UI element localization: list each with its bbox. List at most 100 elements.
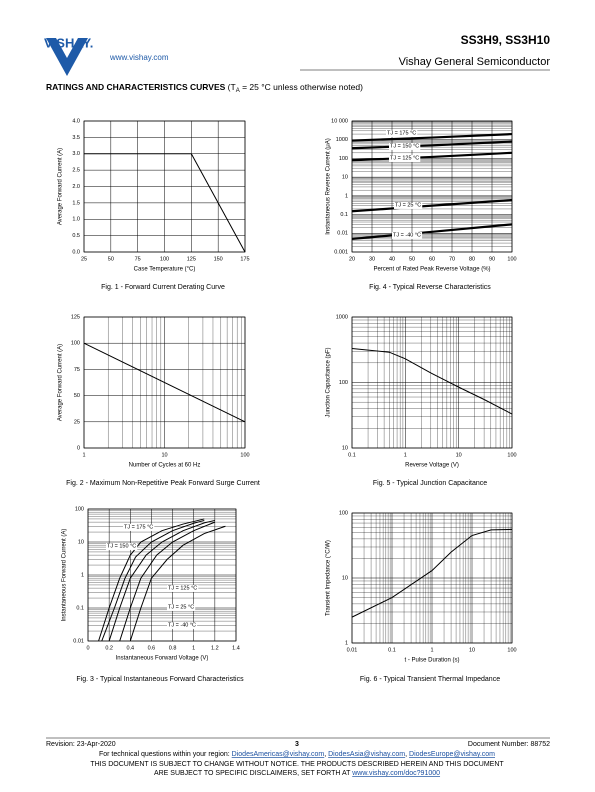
x-tick-label: 0.1 bbox=[348, 452, 356, 458]
x-axis-title: Instantaneous Forward Voltage (V) bbox=[116, 656, 209, 662]
x-tick-label: 50 bbox=[108, 256, 114, 262]
y-tick-label: 125 bbox=[71, 314, 80, 320]
series-label: TJ = 150 °C bbox=[390, 143, 419, 149]
caption: Fig. 6 - Typical Transient Thermal Imped… bbox=[360, 676, 500, 683]
series-label: TJ = -40 °C bbox=[168, 622, 196, 628]
email[interactable]: DiodesAmericas@vishay.com bbox=[232, 751, 325, 758]
x-tick-label: 0 bbox=[86, 645, 89, 651]
disclaimer: ARE SUBJECT TO SPECIFIC DISCLAIMERS, SET… bbox=[154, 770, 440, 777]
y-tick-label: 10 bbox=[342, 445, 348, 451]
note-sub: A bbox=[236, 88, 240, 94]
y-tick-label: 100 bbox=[75, 506, 84, 512]
series-label: TJ = 175 °C bbox=[387, 130, 416, 136]
plot-frame bbox=[87, 508, 237, 642]
curve bbox=[351, 140, 513, 150]
doc-number: Document Number: 88752 bbox=[468, 741, 550, 748]
y-tick-label: 100 bbox=[339, 510, 348, 516]
y-tick-label: 100 bbox=[339, 156, 348, 162]
series-label: TJ = 175 °C bbox=[124, 524, 153, 530]
x-tick-label: 10 bbox=[469, 647, 475, 653]
note: = 25 °C unless otherwise noted) bbox=[240, 82, 363, 92]
x-tick-label: 30 bbox=[369, 256, 375, 262]
y-tick-label: 0.01 bbox=[337, 231, 348, 237]
x-tick-label: 100 bbox=[240, 452, 249, 458]
y-tick-label: 1.0 bbox=[72, 217, 80, 223]
label-bg bbox=[167, 584, 199, 592]
label-bg bbox=[167, 621, 198, 629]
curve bbox=[351, 528, 513, 618]
x-tick-label: 100 bbox=[507, 452, 516, 458]
x-tick-label: 75 bbox=[135, 256, 141, 262]
x-tick-label: 25 bbox=[81, 256, 87, 262]
logo: VISHAY. bbox=[44, 35, 93, 50]
x-tick-label: 100 bbox=[507, 256, 516, 262]
y-axis-title: Transient Impedance (°C/W) bbox=[326, 540, 332, 616]
label-bg bbox=[386, 129, 418, 137]
y-tick-label: 0.0 bbox=[72, 249, 80, 255]
y-tick-label: 10 bbox=[342, 575, 348, 581]
caption: Fig. 4 - Typical Reverse Characteristics bbox=[369, 284, 491, 291]
email[interactable]: DiodesAsia@vishay.com bbox=[328, 751, 405, 758]
part-number: SS3H9, SS3H10 bbox=[461, 33, 551, 47]
y-tick-label: 100 bbox=[339, 380, 348, 386]
x-tick-label: 60 bbox=[429, 256, 435, 262]
y-axis-title: Instantaneous Forward Current (A) bbox=[62, 529, 68, 622]
x-tick-label: 175 bbox=[240, 256, 249, 262]
y-tick-label: 2.5 bbox=[72, 168, 80, 174]
y-tick-label: 4.0 bbox=[72, 118, 80, 124]
curve bbox=[101, 519, 205, 642]
x-tick-label: 125 bbox=[187, 256, 196, 262]
curve bbox=[351, 151, 513, 162]
y-tick-label: 100 bbox=[71, 341, 80, 347]
x-tick-label: 50 bbox=[409, 256, 415, 262]
caption: Fig. 3 - Typical Instantaneous Forward C… bbox=[76, 676, 244, 683]
label-bg bbox=[389, 142, 421, 150]
curve bbox=[83, 342, 246, 423]
y-tick-label: 10 bbox=[78, 539, 84, 545]
x-tick-label: 1.4 bbox=[232, 645, 240, 651]
x-axis-title: Case Temperature (°C) bbox=[134, 267, 196, 273]
x-tick-label: 40 bbox=[389, 256, 395, 262]
curve bbox=[351, 132, 513, 142]
y-tick-label: 2.0 bbox=[72, 184, 80, 190]
y-tick-label: 1 bbox=[345, 193, 348, 199]
label-bg bbox=[389, 154, 421, 162]
series-label: TJ = -40 °C bbox=[393, 232, 421, 238]
y-axis-title: Average Forward Current (A) bbox=[58, 148, 64, 225]
x-tick-label: 100 bbox=[507, 647, 516, 653]
x-tick-label: 70 bbox=[449, 256, 455, 262]
series-label: TJ = 25 °C bbox=[168, 604, 194, 610]
plot-frame bbox=[351, 120, 513, 253]
x-tick-label: 0.4 bbox=[126, 645, 134, 651]
series-label: TJ = 25 °C bbox=[395, 202, 421, 208]
logo-mark bbox=[56, 38, 78, 58]
x-tick-label: 10 bbox=[161, 452, 167, 458]
y-tick-label: 10 bbox=[342, 175, 348, 181]
label-bg bbox=[167, 603, 196, 611]
y-tick-label: 0.5 bbox=[72, 233, 80, 239]
page-number: 3 bbox=[295, 741, 299, 748]
y-tick-label: 1000 bbox=[336, 314, 348, 320]
email[interactable]: DiodesEurope@vishay.com bbox=[409, 751, 495, 758]
note: (T bbox=[228, 82, 236, 92]
disclaimer-link[interactable]: www.vishay.com/doc?91000 bbox=[351, 770, 440, 777]
x-tick-label: 0.2 bbox=[105, 645, 113, 651]
series-label: TJ = 125 °C bbox=[390, 155, 419, 161]
curve bbox=[351, 348, 513, 415]
y-tick-label: 1 bbox=[81, 572, 84, 578]
label-bg bbox=[106, 542, 138, 550]
curve bbox=[84, 153, 246, 253]
section-title: RATINGS AND CHARACTERISTICS CURVES bbox=[46, 82, 226, 92]
revision: Revision: 23-Apr-2020 bbox=[46, 741, 116, 748]
curve bbox=[129, 525, 226, 642]
y-tick-label: 0.1 bbox=[76, 605, 84, 611]
curve bbox=[351, 198, 513, 213]
x-tick-label: 20 bbox=[349, 256, 355, 262]
charts: 25 50 75 100 125 150 1750.00.51.01.52.02.53.03… bbox=[58, 118, 517, 682]
x-tick-label: 0.1 bbox=[388, 647, 396, 653]
url[interactable]: www.vishay.com bbox=[109, 53, 169, 62]
y-tick-label: 0.01 bbox=[73, 638, 84, 644]
questions-text: For technical questions within your regi… bbox=[99, 751, 230, 758]
x-axis-title: Percent of Rated Peak Reverse Voltage (%… bbox=[373, 267, 490, 273]
curve bbox=[351, 223, 513, 241]
